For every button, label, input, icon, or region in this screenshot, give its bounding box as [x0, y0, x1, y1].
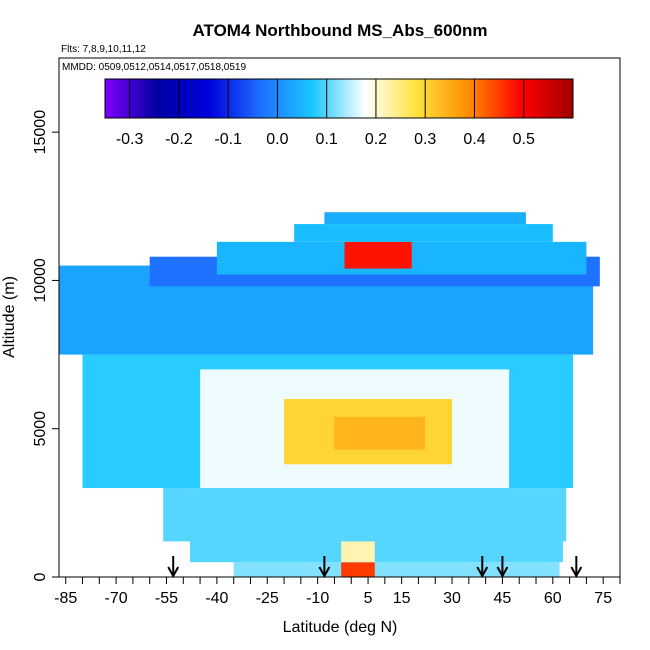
colorbar: -0.3 -0.2 -0.1 0.0 0.1 0.2 0.3 0.4 0.5: [104, 78, 574, 148]
x-tick-label: -40: [205, 590, 228, 607]
colorbar-tick-label: -0.3: [116, 131, 144, 148]
plot-area: [59, 212, 600, 577]
x-tick-label: -85: [54, 590, 77, 607]
colorbar-tick-label: 0.5: [513, 131, 535, 148]
colorbar-tick-label: -0.2: [165, 131, 193, 148]
plot-frame: [58, 57, 621, 578]
heatmap-region: [294, 224, 553, 242]
x-tick-label: -70: [105, 590, 128, 607]
y-tick-label: 5000: [32, 411, 49, 447]
colorbar-tick-label: 0.1: [316, 131, 338, 148]
x-tick-label: -10: [306, 590, 329, 607]
heatmap-regions: [59, 212, 600, 577]
y-tick-label: 15000: [32, 110, 49, 155]
heatmap-region: [163, 488, 567, 542]
x-tick-label: 45: [494, 590, 512, 607]
colorbar-tick-label: 0.3: [414, 131, 436, 148]
flights-note: Flts: 7,8,9,10,11,12: [61, 44, 146, 55]
x-tick-label: 30: [443, 590, 461, 607]
x-axis-label: Latitude (deg N): [283, 619, 398, 636]
flight-arrow: [167, 556, 180, 579]
flight-arrow: [496, 556, 509, 579]
x-tick-label: 60: [544, 590, 562, 607]
heatmap-region: [334, 416, 426, 450]
x-tick-label: -25: [256, 590, 279, 607]
y-tick-label: 0: [32, 572, 49, 581]
y-tick-label: 10000: [32, 258, 49, 303]
heatmap-region: [233, 562, 560, 577]
dates-note: MMDD: 0509,0512,0514,0517,0518,0519: [62, 62, 246, 73]
x-tick-label: -55: [155, 590, 178, 607]
heatmap-region: [324, 212, 526, 225]
x-tick-label: 15: [393, 590, 411, 607]
y-axis: 0 5000 10000 15000: [32, 110, 59, 581]
colorbar-tick-label: 0.2: [365, 131, 387, 148]
heatmap-region: [341, 541, 375, 563]
x-tick-label: 75: [594, 590, 612, 607]
flight-arrow: [476, 556, 489, 579]
heatmap-region: [341, 562, 375, 577]
x-axis: -85 -70 -55 -40 -25 -10 5 15 30 45 60 75: [54, 577, 621, 607]
colorbar-tick-label: 0.4: [463, 131, 485, 148]
colorbar-gradient: [104, 78, 574, 119]
chart-title: ATOM4 Northbound MS_Abs_600nm: [192, 21, 487, 40]
heatmap-region: [190, 541, 563, 563]
flight-arrows: [167, 556, 583, 579]
flight-arrow: [570, 556, 583, 579]
heatmap-region: [344, 241, 412, 269]
flight-arrow: [318, 556, 331, 579]
colorbar-tick-label: -0.1: [214, 131, 242, 148]
colorbar-tick-label: 0.0: [266, 131, 288, 148]
x-tick-label: 5: [364, 590, 373, 607]
y-axis-label: Altitude (m): [1, 276, 18, 358]
